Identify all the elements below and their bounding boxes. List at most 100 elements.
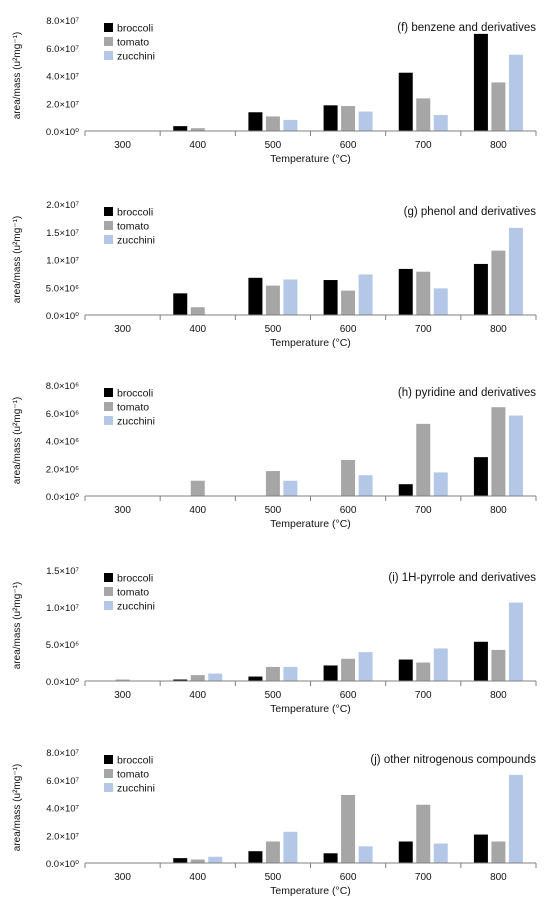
legend-swatch-broccoli <box>104 573 113 582</box>
x-tick-label: 600 <box>340 690 357 701</box>
bar-broccoli <box>398 268 413 315</box>
y-tick-label: 6.0×10⁶ <box>46 409 79 420</box>
y-tick-label: 4.0×10⁶ <box>46 437 79 448</box>
x-tick-label: 800 <box>490 505 507 516</box>
bar-zucchini <box>433 288 448 315</box>
bar-broccoli <box>398 841 413 863</box>
bar-tomato <box>491 250 506 315</box>
chart-panel: 0.0×10⁰ 5.0×10⁶ 1.0×10⁷ 1.5×10⁷ 2.0×10⁷ area/… <box>12 200 537 349</box>
bar-tomato <box>341 459 356 496</box>
bar-broccoli <box>473 263 488 315</box>
x-tick-label: 400 <box>189 324 206 335</box>
legend-swatch-tomato <box>104 37 113 46</box>
x-tick-label: 700 <box>415 324 432 335</box>
bar-broccoli <box>248 112 263 131</box>
x-axis-label: Temperature (°C) <box>270 703 351 715</box>
y-tick-label: 8.0×10⁷ <box>46 748 79 759</box>
bar-zucchini <box>508 415 523 496</box>
y-tick-label: 1.5×10⁷ <box>46 566 79 577</box>
legend-label: tomato <box>117 37 149 49</box>
bar-broccoli <box>173 679 188 681</box>
legend-swatch-broccoli <box>104 388 113 397</box>
x-tick-label: 500 <box>265 872 282 883</box>
legend-label: broccoli <box>117 388 153 400</box>
x-axis-label: Temperature (°C) <box>270 885 351 897</box>
bar-tomato <box>491 407 506 496</box>
y-tick-label: 1.0×10⁷ <box>46 256 79 267</box>
legend-label: tomato <box>117 221 149 233</box>
x-tick-label: 300 <box>114 505 131 516</box>
bar-zucchini <box>358 475 373 496</box>
bar-zucchini <box>433 648 448 681</box>
bar-broccoli <box>173 293 188 315</box>
bar-zucchini <box>283 119 298 131</box>
y-tick-label: 2.0×10⁷ <box>46 200 79 211</box>
y-tick-label: 1.0×10⁷ <box>46 603 79 614</box>
bar-tomato <box>265 116 280 131</box>
legend-swatch-zucchini <box>104 601 113 610</box>
x-tick-label: 700 <box>415 140 432 151</box>
bar-tomato <box>416 662 431 681</box>
legend-label: broccoli <box>117 573 153 585</box>
x-tick-label: 500 <box>265 690 282 701</box>
legend-label: broccoli <box>117 755 153 767</box>
bar-tomato <box>265 841 280 863</box>
chart-title: (j) other nitrogenous compounds <box>370 754 536 766</box>
bar-broccoli <box>473 641 488 681</box>
bar-tomato <box>115 679 130 681</box>
bar-zucchini <box>283 666 298 681</box>
legend-swatch-zucchini <box>104 235 113 244</box>
x-tick-label: 300 <box>114 690 131 701</box>
y-tick-label: 0.0×10⁰ <box>46 492 79 503</box>
legend-swatch-broccoli <box>104 755 113 764</box>
bar-tomato <box>341 658 356 681</box>
bar-zucchini <box>358 846 373 863</box>
x-tick-label: 800 <box>490 690 507 701</box>
x-tick-label: 700 <box>415 690 432 701</box>
x-tick-label: 300 <box>114 324 131 335</box>
chart-panel: 0.0×10⁰ 5.0×10⁶ 1.0×10⁷ 1.5×10⁷ area/mass (u… <box>12 566 537 715</box>
legend-label: zucchini <box>117 416 155 428</box>
legend-label: tomato <box>117 769 149 781</box>
bar-broccoli <box>173 126 188 131</box>
legend-swatch-tomato <box>104 402 113 411</box>
legend-swatch-zucchini <box>104 783 113 792</box>
x-tick-label: 600 <box>340 505 357 516</box>
x-tick-label: 400 <box>189 140 206 151</box>
x-tick-label: 800 <box>490 872 507 883</box>
legend-swatch-zucchini <box>104 416 113 425</box>
legend-swatch-tomato <box>104 221 113 230</box>
legend-label: zucchini <box>117 783 155 795</box>
chart-panel: 0.0×10⁰ 2.0×10⁷ 4.0×10⁷ 6.0×10⁷ 8.0×10⁷ area/… <box>12 748 537 897</box>
bar-tomato <box>491 649 506 681</box>
bar-tomato <box>341 795 356 863</box>
x-tick-label: 600 <box>340 140 357 151</box>
y-axis-label: area/mass (u²mg⁻¹) <box>12 216 23 304</box>
bar-tomato <box>341 290 356 315</box>
bar-broccoli <box>248 851 263 863</box>
y-tick-label: 6.0×10⁷ <box>46 776 79 787</box>
bar-tomato <box>190 675 205 681</box>
bar-broccoli <box>398 659 413 681</box>
bar-broccoli <box>248 676 263 681</box>
bar-zucchini <box>508 774 523 863</box>
legend-swatch-broccoli <box>104 207 113 216</box>
x-tick-label: 500 <box>265 324 282 335</box>
bar-broccoli <box>473 834 488 863</box>
chart-panel: 0.0×10⁰ 2.0×10⁷ 4.0×10⁷ 6.0×10⁷ 8.0×10⁷ area/… <box>12 16 537 165</box>
x-axis-label: Temperature (°C) <box>270 337 351 349</box>
bar-tomato <box>190 480 205 496</box>
bar-tomato <box>341 106 356 131</box>
y-tick-label: 2.0×10⁷ <box>46 99 79 110</box>
y-tick-label: 8.0×10⁷ <box>46 16 79 27</box>
x-tick-label: 800 <box>490 324 507 335</box>
bar-zucchini <box>283 279 298 315</box>
legend-label: broccoli <box>117 23 153 35</box>
y-tick-label: 8.0×10⁶ <box>46 381 79 392</box>
bar-tomato <box>265 666 280 681</box>
bar-zucchini <box>283 480 298 496</box>
bar-tomato <box>416 271 431 315</box>
bar-tomato <box>190 307 205 315</box>
y-tick-label: 2.0×10⁶ <box>46 464 79 475</box>
